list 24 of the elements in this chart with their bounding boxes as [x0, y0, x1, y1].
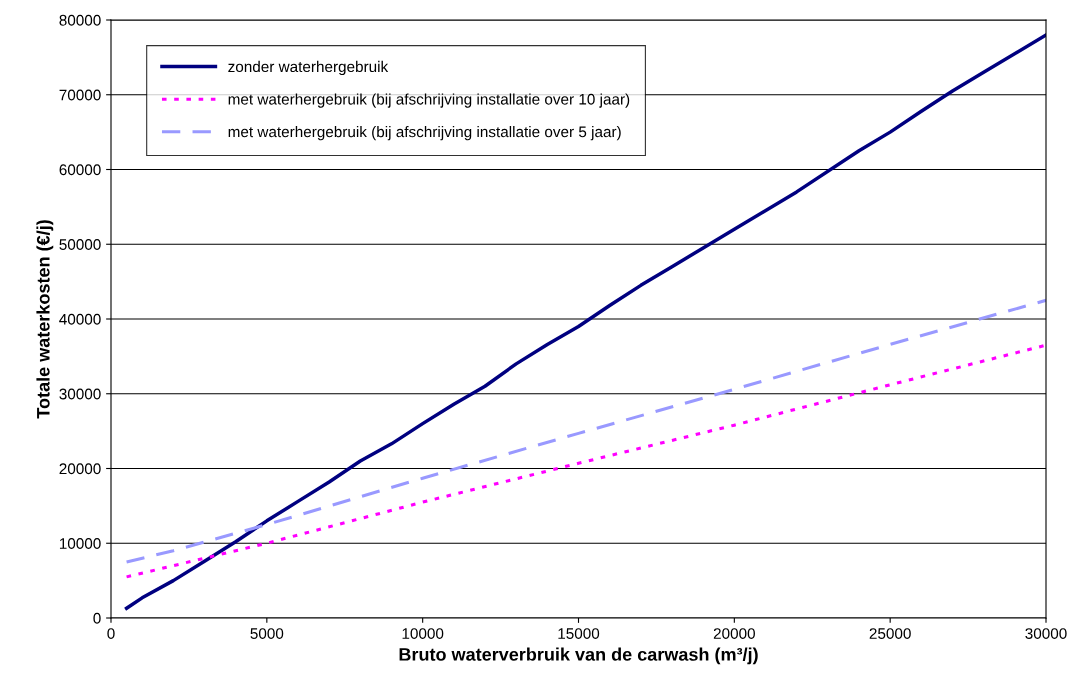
x-tick-label: 5000 — [250, 628, 284, 639]
legend-label: zonder waterhergebruik — [228, 60, 389, 76]
x-tick-label: 15000 — [558, 628, 600, 639]
x-axis-title: Bruto waterverbruik van de carwash (m³/j) — [399, 647, 758, 665]
y-tick-label: 60000 — [59, 164, 101, 176]
y-tick-label: 10000 — [59, 538, 101, 549]
y-tick-label: 50000 — [59, 239, 101, 250]
x-tick-label: 0 — [107, 628, 115, 639]
legend-label: met waterhergebruik (bij afschrijving installatie over 10 jaar) — [228, 93, 630, 108]
x-tick-label: 30000 — [1025, 628, 1067, 639]
y-tick-label: 40000 — [59, 313, 101, 325]
y-tick-label: 30000 — [59, 388, 101, 400]
x-tick-label: 20000 — [713, 628, 755, 639]
y-tick-label: 0 — [93, 612, 101, 624]
y-tick-label: 80000 — [59, 14, 101, 26]
legend-label: met waterhergebruik (bij afschrijving installatie over 5 jaar) — [228, 126, 621, 141]
y-tick-label: 20000 — [59, 463, 101, 475]
line-series — [125, 298, 1046, 564]
line-series — [124, 33, 1046, 611]
x-tick-label: 25000 — [869, 628, 911, 639]
y-axis-title: Totale waterkosten (€/j) — [36, 220, 54, 419]
x-tick-label: 10000 — [402, 628, 444, 639]
y-tick-label: 70000 — [59, 89, 101, 101]
line-series — [125, 343, 1046, 579]
